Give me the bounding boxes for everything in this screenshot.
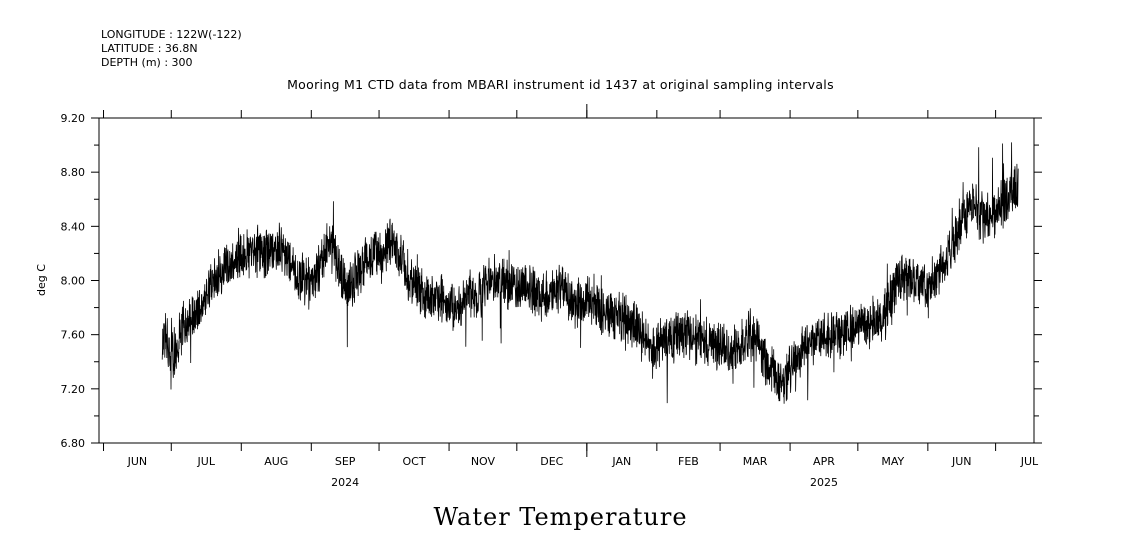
series-line [161, 142, 1019, 404]
x-month-label: MAY [881, 455, 904, 468]
x-month-label: JUN [951, 455, 972, 468]
x-month-label: JAN [611, 455, 631, 468]
x-month-label: AUG [264, 455, 288, 468]
x-year-label: 2025 [810, 476, 838, 489]
x-month-label: MAR [743, 455, 768, 468]
y-tick-label: 7.20 [61, 383, 86, 396]
y-tick-label: 8.80 [61, 166, 86, 179]
y-tick-label: 6.80 [61, 437, 86, 450]
variable-name: Water Temperature [433, 503, 688, 531]
x-month-label: OCT [403, 455, 426, 468]
chart-title: Mooring M1 CTD data from MBARI instrumen… [287, 77, 834, 92]
y-tick-label: 8.00 [61, 275, 86, 288]
longitude-label: LONGITUDE : 122W(-122) [101, 28, 242, 41]
x-month-label: JUL [197, 455, 216, 468]
latitude-label: LATITUDE : 36.8N [101, 42, 198, 55]
x-year-label: 2024 [331, 476, 359, 489]
x-month-label: SEP [335, 455, 356, 468]
y-axis-label: deg C [35, 264, 48, 296]
x-month-label: JUL [1020, 455, 1039, 468]
x-month-label: FEB [678, 455, 699, 468]
axes: 6.80 7.20 7.60 8.00 8.40 8.80 9.20 JUN JUL AUG SEP… [61, 104, 1042, 489]
y-tick-label: 8.40 [61, 220, 86, 233]
x-month-label: NOV [471, 455, 496, 468]
y-tick-label: 9.20 [61, 112, 86, 125]
x-month-label: JUN [127, 455, 148, 468]
series-water-temperature [161, 142, 1019, 404]
depth-label: DEPTH (m) : 300 [101, 56, 193, 69]
x-month-label: DEC [540, 455, 563, 468]
x-month-label: APR [813, 455, 835, 468]
y-tick-label: 7.60 [61, 329, 86, 342]
